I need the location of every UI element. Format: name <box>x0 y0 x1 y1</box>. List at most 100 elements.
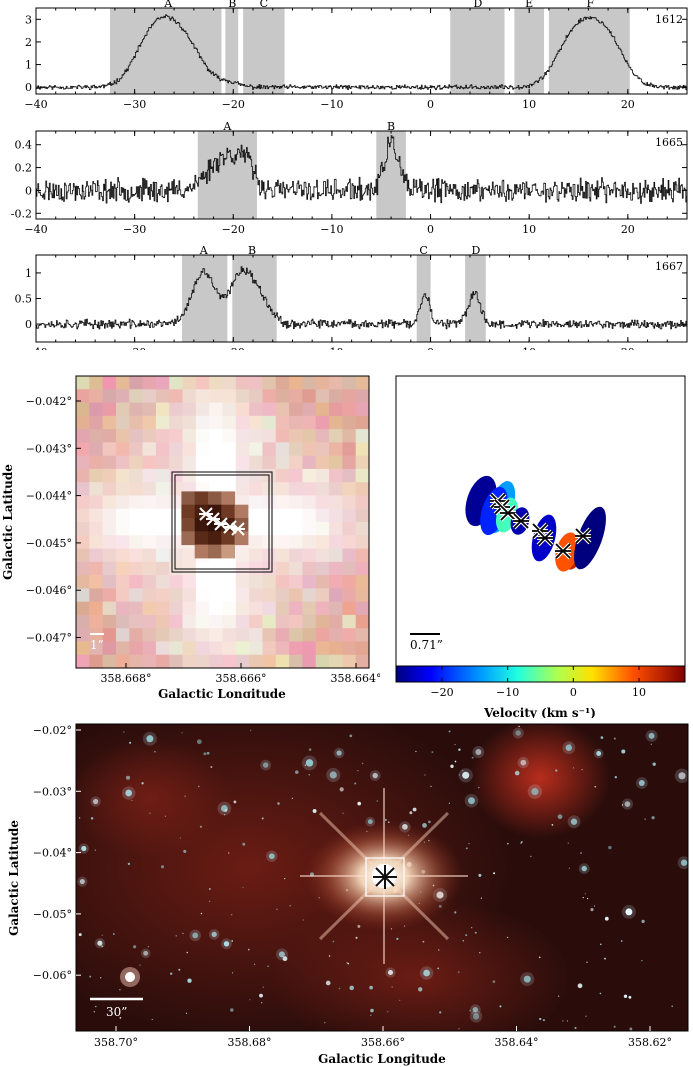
star <box>623 994 628 999</box>
region-B <box>232 255 277 342</box>
star <box>289 905 291 907</box>
x-tick-label: −10 <box>320 346 343 350</box>
image-pixel <box>129 415 144 430</box>
image-pixel <box>249 415 264 430</box>
left-x-ticks: 358.668° 358.666° 358.664° <box>101 663 380 685</box>
star <box>79 879 85 885</box>
region-label-A: A <box>222 120 232 133</box>
image-pixel <box>235 628 250 643</box>
x-tick-label: −40 <box>24 223 47 236</box>
image-pixel <box>235 482 250 497</box>
star <box>182 932 184 935</box>
x-tick-label: 358.64° <box>495 1036 539 1049</box>
image-pixel <box>182 468 197 483</box>
star <box>100 977 102 979</box>
star <box>81 845 87 852</box>
y-tick-label: 0.4 <box>15 139 33 152</box>
image-pixel <box>289 535 304 550</box>
image-pixel <box>275 402 290 417</box>
star <box>119 1017 122 1019</box>
image-pixel <box>169 575 184 589</box>
x-tick-label: 358.62° <box>628 1036 672 1049</box>
image-pixel <box>76 455 90 470</box>
image-pixel <box>155 429 170 443</box>
image-pixel <box>155 415 170 430</box>
image-pixel <box>102 442 117 457</box>
image-pixel <box>182 654 197 669</box>
image-pixel <box>129 588 144 603</box>
image-pixel <box>115 455 130 470</box>
image-pixel <box>169 601 184 616</box>
star <box>590 908 594 912</box>
star <box>515 730 521 736</box>
image-pixel <box>302 535 317 550</box>
image-pixel <box>182 548 197 563</box>
image-pixel <box>249 508 264 523</box>
star <box>391 986 393 988</box>
image-pixel <box>275 575 290 589</box>
star <box>210 766 213 768</box>
image-pixel <box>235 455 250 470</box>
image-pixel <box>302 389 317 404</box>
image-pixel <box>315 495 330 510</box>
image-pixel <box>262 415 277 430</box>
image-pixel <box>142 429 157 443</box>
x-tick-label: 20 <box>621 98 635 111</box>
image-pixel <box>302 601 317 616</box>
star <box>181 732 183 734</box>
star <box>506 936 509 939</box>
image-pixel <box>235 402 250 417</box>
star <box>133 945 137 949</box>
spectrum-line <box>36 14 688 91</box>
image-pixel <box>102 468 117 483</box>
x-tick-label: −20 <box>222 346 245 350</box>
image-pixel <box>315 402 330 417</box>
star <box>342 812 344 814</box>
star <box>253 963 256 965</box>
star <box>614 776 617 779</box>
spectrum-panel-1667: A B C D −40 −30 −20 −10 0 10 20 0 0.5 1 1667 <box>15 244 688 350</box>
star <box>347 962 350 965</box>
image-pixel <box>289 548 304 563</box>
image-pixel <box>129 522 144 536</box>
star <box>211 931 217 938</box>
image-pixel <box>275 654 290 669</box>
x-tick-label: 358.70° <box>94 1036 138 1049</box>
image-pixel <box>89 522 104 536</box>
image-pixel <box>89 548 104 563</box>
star <box>587 898 589 900</box>
image-pixel <box>142 402 157 417</box>
core-pixel <box>181 531 196 546</box>
star <box>437 967 440 970</box>
core-pixel <box>181 518 196 532</box>
image-pixel <box>115 482 130 497</box>
image-pixel <box>209 641 224 656</box>
image-pixel <box>155 548 170 563</box>
star <box>355 936 358 939</box>
image-pixel <box>275 508 290 523</box>
image-pixel <box>115 429 130 443</box>
image-pixel <box>169 455 184 470</box>
image-pixel <box>275 376 290 390</box>
star <box>198 785 200 788</box>
image-pixel <box>102 389 117 404</box>
star <box>94 849 96 851</box>
image-pixel <box>142 641 157 656</box>
star <box>462 769 464 772</box>
image-pixel <box>222 429 237 443</box>
x-tick-label: −20 <box>222 98 245 111</box>
star <box>471 927 473 929</box>
sky-zoom-box <box>365 857 405 897</box>
image-pixel <box>342 614 357 629</box>
maser-markers <box>199 507 245 536</box>
image-pixel <box>102 628 117 643</box>
image-pixel <box>329 495 343 510</box>
image-pixel <box>315 654 330 669</box>
image-pixel <box>262 575 277 589</box>
image-pixel <box>315 628 330 643</box>
image-pixel <box>315 429 330 443</box>
x-tick-label: −30 <box>123 223 146 236</box>
image-pixel <box>182 588 197 603</box>
star <box>469 1010 471 1012</box>
star <box>101 945 104 948</box>
